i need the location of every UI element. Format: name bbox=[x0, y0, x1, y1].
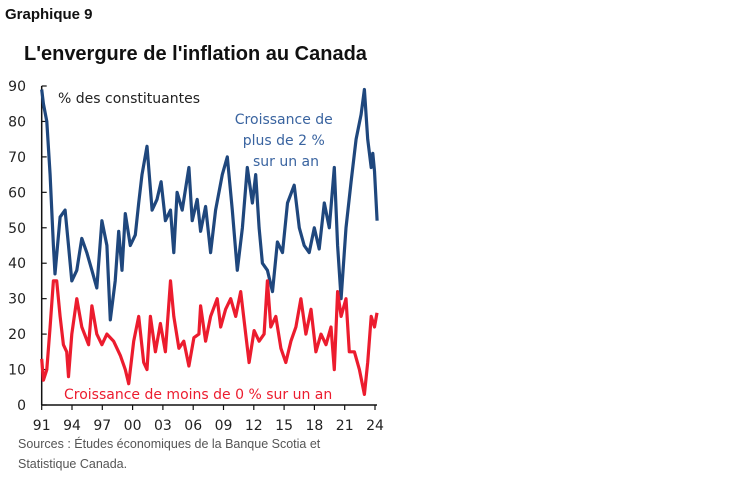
x-tick-label: 21 bbox=[336, 418, 354, 434]
x-tick-label: 12 bbox=[245, 418, 263, 434]
x-tick-label: 00 bbox=[124, 418, 142, 434]
y-tick-label: 90 bbox=[8, 79, 26, 95]
x-tick-label: 09 bbox=[215, 418, 233, 434]
series-line-above-2pct bbox=[40, 87, 379, 322]
legend-red: Croissance de moins de 0 % sur un an bbox=[64, 387, 332, 403]
legend-blue-line1: Croissance de bbox=[235, 112, 333, 128]
legend-blue-line2: plus de 2 % bbox=[243, 133, 325, 149]
y-tick-label: 30 bbox=[8, 292, 26, 308]
y-axis-label: % des constituantes bbox=[58, 91, 200, 107]
figure-label: Graphique 9 bbox=[5, 6, 93, 23]
x-tick-label: 18 bbox=[305, 418, 323, 434]
sources-line-2: Statistique Canada. bbox=[18, 457, 128, 471]
y-tick-label: 10 bbox=[8, 363, 26, 379]
series-line-below-0pct bbox=[40, 279, 379, 396]
y-tick-label: 80 bbox=[8, 114, 26, 130]
y-tick-label: 50 bbox=[8, 221, 26, 237]
y-tick-label: 40 bbox=[8, 256, 26, 272]
x-tick-label: 03 bbox=[154, 418, 172, 434]
x-tick-label: 94 bbox=[63, 418, 81, 434]
x-tick-label: 06 bbox=[184, 418, 202, 434]
y-tick-label: 70 bbox=[8, 150, 26, 166]
legend-blue-line3: sur un an bbox=[253, 154, 319, 170]
y-tick-label: 20 bbox=[8, 327, 26, 343]
y-tick-label: 0 bbox=[17, 398, 26, 414]
sources-line-1: Sources : Études économiques de la Banqu… bbox=[18, 437, 321, 451]
svg-text:Croissance de plus de 2 %: Croissance de plus de 2 % sur un an bbox=[235, 112, 337, 170]
x-tick-label: 15 bbox=[275, 418, 293, 434]
x-tick-label: 24 bbox=[366, 418, 384, 434]
x-tick-label: 91 bbox=[33, 418, 51, 434]
y-tick-label: 60 bbox=[8, 185, 26, 201]
chart-title: L'envergure de l'inflation au Canada bbox=[24, 43, 367, 65]
x-tick-label: 97 bbox=[93, 418, 111, 434]
